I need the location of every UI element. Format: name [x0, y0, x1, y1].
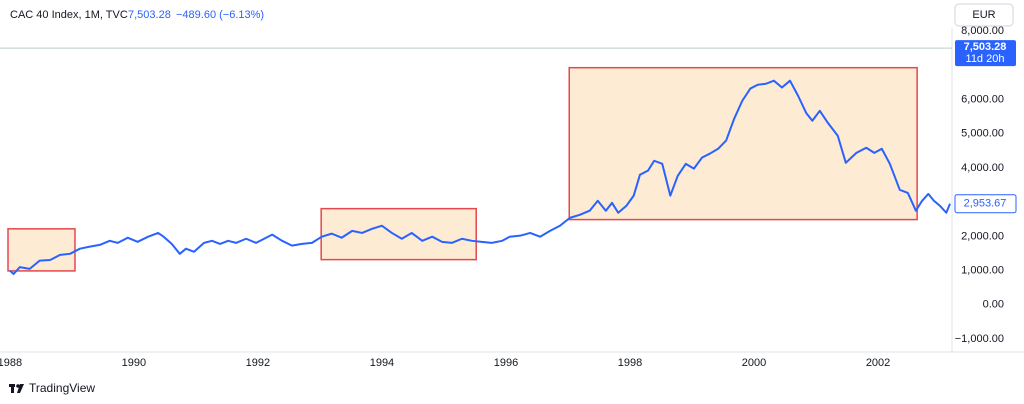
x-tick-label: 1988: [0, 357, 22, 369]
brand-logo: [9, 384, 24, 393]
x-tick-label: 1990: [122, 357, 146, 369]
currency-label[interactable]: EUR: [972, 9, 995, 21]
y-tick-label: 4,000.00: [961, 162, 1004, 174]
y-tick-label: 1,000.00: [961, 264, 1004, 276]
highlight-box: [7, 228, 76, 272]
last-value-label: 2,953.67: [964, 198, 1007, 210]
highlight-box: [320, 207, 477, 261]
highlight-box: [568, 66, 918, 221]
x-tick-label: 2002: [866, 357, 890, 369]
price-line-series: [9, 79, 951, 275]
last-value-badge: [954, 194, 1017, 214]
header-change: −489.60 (−6.13%): [176, 9, 264, 21]
x-tick-label: 1994: [370, 357, 394, 369]
header-price: 7,503.28: [128, 9, 171, 21]
x-tick-label: 1996: [494, 357, 518, 369]
series-name: CAC 40 Index, 1M, TVC: [10, 9, 128, 21]
y-tick-label: 6,000.00: [961, 93, 1004, 105]
y-tick-label: −1,000.00: [955, 333, 1004, 345]
last-price-badge: [955, 40, 1016, 67]
y-tick-label: 2,000.00: [961, 230, 1004, 242]
currency-button[interactable]: [954, 3, 1014, 27]
x-tick-label: 1998: [618, 357, 642, 369]
last-price-label: 7,503.28: [964, 41, 1007, 53]
y-tick-label: 0.00: [983, 299, 1004, 311]
y-tick-label: 5,000.00: [961, 128, 1004, 140]
brand-name: TradingView: [29, 381, 95, 395]
x-tick-label: 1992: [246, 357, 270, 369]
x-tick-label: 2000: [742, 357, 766, 369]
y-tick-label: 8,000.00: [961, 25, 1004, 37]
countdown-label: 11d 20h: [966, 53, 1005, 65]
